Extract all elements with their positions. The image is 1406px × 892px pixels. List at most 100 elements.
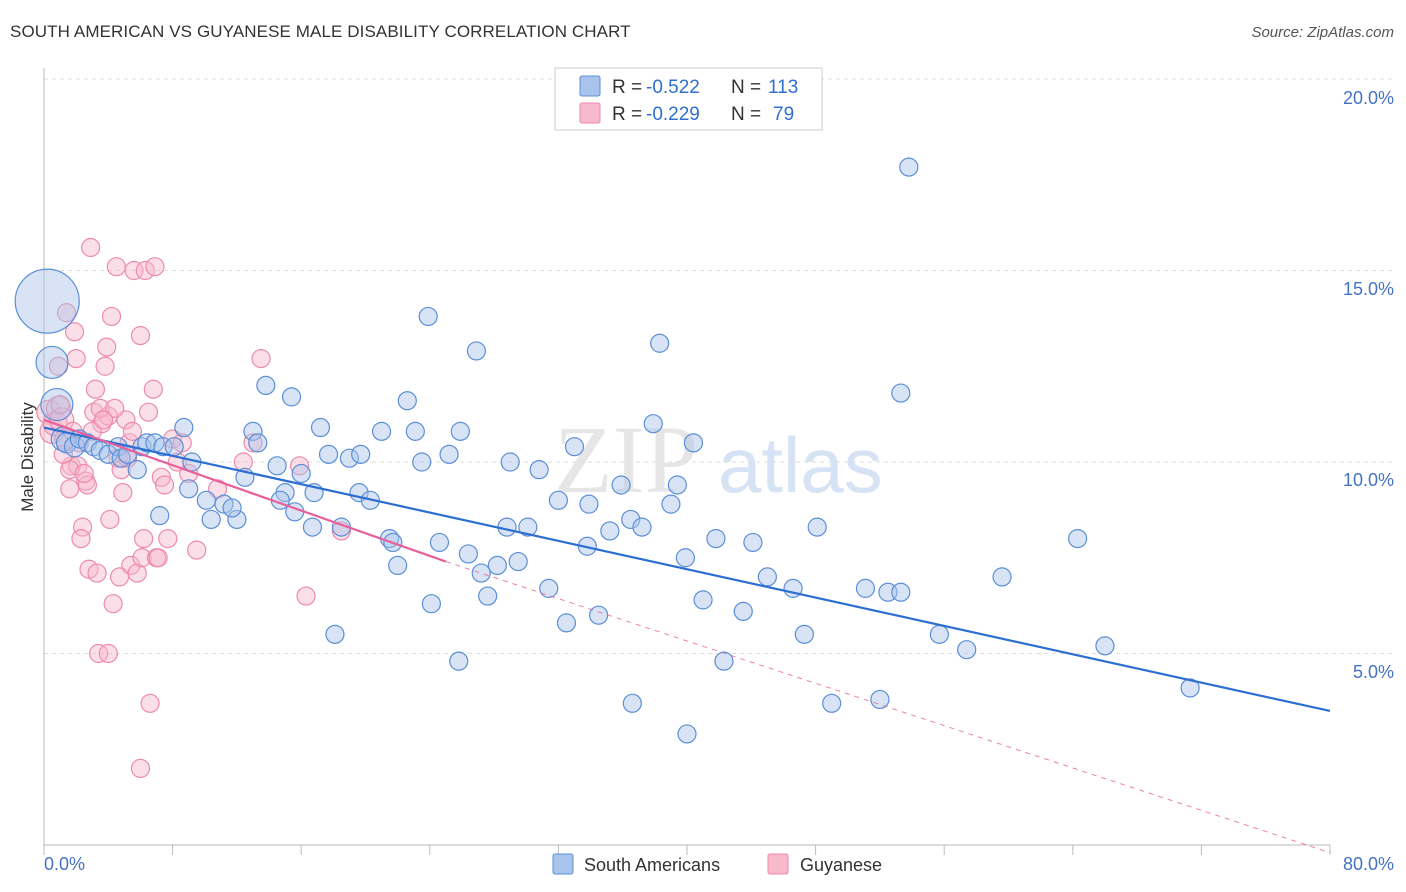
guyanese-point [251, 348, 271, 369]
south-americans-point [325, 624, 345, 644]
south-americans-point [243, 421, 263, 441]
guyanese-point [158, 528, 178, 549]
legend-n-value: 113 [768, 77, 798, 98]
guyanese-point [113, 483, 133, 503]
south-americans-point [371, 421, 392, 441]
axes [43, 68, 1331, 855]
south-americans-point [508, 551, 528, 572]
south-americans-point [643, 414, 663, 434]
south-americans-point [256, 375, 276, 395]
legend-r-value: -0.229 [646, 104, 700, 125]
guyanese-point [103, 594, 123, 614]
guyanese-point [124, 260, 144, 281]
legend-n-label: N = [731, 77, 761, 98]
south-americans-point [529, 460, 549, 480]
south-americans-point [137, 433, 157, 453]
south-americans-point [449, 651, 469, 671]
south-americans-point [429, 532, 450, 553]
south-americans-point [450, 421, 470, 441]
series-legend: South Americans Guyanese [552, 853, 882, 875]
south-americans-point [35, 345, 69, 380]
guyanese-point [90, 398, 110, 418]
stats-legend: R = -0.522 N = 113 R = -0.229 N = 79 [554, 67, 823, 131]
south-americans-point [412, 452, 432, 472]
south-americans-point [870, 689, 890, 710]
guyanese-point [50, 394, 70, 415]
south-americans-point [891, 383, 911, 403]
south-americans-point [794, 624, 814, 644]
y-tick-label: 10.0% [1343, 470, 1394, 490]
legend-swatch-guyanese [767, 853, 789, 875]
south-americans-point [743, 532, 763, 553]
south-americans-point [579, 494, 599, 514]
south-americans-point [179, 479, 199, 499]
guyanese-point [154, 475, 175, 495]
guyanese-point [138, 402, 159, 422]
south-americans-point [487, 555, 507, 576]
south-americans-point [929, 624, 949, 644]
south-americans-point [822, 693, 842, 713]
guyanese-point [105, 398, 125, 418]
south-americans-point [992, 567, 1012, 587]
south-americans-point [706, 528, 726, 549]
guyanese-point [95, 356, 115, 376]
south-americans-point [174, 417, 194, 438]
south-americans-point [439, 444, 459, 464]
south-americans-point [1068, 528, 1088, 549]
south-americans-point [351, 444, 371, 464]
south-americans-point [248, 433, 268, 453]
guyanese-point [98, 643, 118, 664]
guyanese-point [74, 463, 94, 484]
south-americans-point [855, 578, 876, 598]
south-americans-point [556, 613, 577, 633]
guyanese-point [71, 528, 91, 549]
south-americans-point [227, 509, 247, 530]
south-americans-trend-line [43, 426, 1331, 713]
south-americans-point [466, 341, 487, 361]
guyanese-point [187, 540, 207, 560]
south-americans-point [500, 452, 520, 472]
south-americans-point [418, 306, 438, 327]
south-americans-point [291, 463, 311, 484]
guyanese-point [148, 548, 168, 568]
south-americans-point [891, 582, 911, 602]
south-americans-point [478, 586, 498, 606]
south-americans-point [318, 444, 339, 464]
guyanese-point [289, 456, 310, 476]
south-americans-point [222, 498, 242, 518]
south-americans-point [40, 387, 74, 422]
south-americans-point [600, 521, 620, 541]
guyanese-points [36, 237, 351, 779]
south-americans-point [397, 391, 417, 411]
south-americans-points [14, 157, 1200, 744]
guyanese-point [134, 528, 154, 549]
south-americans-point [588, 605, 609, 625]
south-americans-point [127, 460, 147, 480]
south-americans-point [1095, 636, 1115, 656]
south-americans-point [899, 157, 919, 177]
south-americans-point [164, 437, 184, 457]
guyanese-point [122, 421, 143, 441]
guyanese-point [130, 326, 151, 346]
legend-label-south-americans: South Americans [584, 855, 720, 875]
south-americans-point [714, 651, 734, 671]
guyanese-point [64, 322, 85, 342]
gridlines [44, 78, 1394, 654]
south-americans-point [564, 437, 585, 457]
south-americans-point [661, 494, 681, 514]
south-americans-point [150, 506, 170, 526]
guyanese-point [81, 237, 101, 258]
south-americans-point [267, 456, 287, 476]
legend-r-value: -0.522 [646, 77, 700, 98]
guyanese-point [296, 586, 316, 606]
y-tick-label: 5.0% [1353, 662, 1394, 682]
south-americans-point [539, 578, 559, 598]
south-americans-point [683, 433, 704, 453]
south-americans-point [611, 475, 631, 495]
x-tick-label-min: 0.0% [44, 854, 85, 874]
guyanese-point [101, 306, 122, 327]
south-americans-point [196, 490, 216, 510]
south-americans-point [621, 509, 641, 530]
south-americans-point [153, 437, 173, 457]
